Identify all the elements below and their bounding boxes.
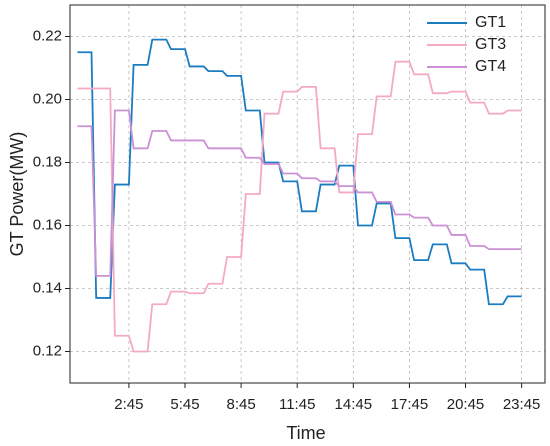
x-tick-label: 23:45	[503, 396, 541, 413]
plot-frame	[69, 4, 546, 384]
x-tick-label: 20:45	[447, 396, 485, 413]
series-line	[77, 60, 522, 353]
y-axis-label: GT Power(MW)	[7, 132, 27, 257]
y-tick-label: 0.20	[33, 90, 62, 107]
x-axis-label: Time	[286, 423, 325, 443]
y-tick-label: 0.14	[33, 279, 62, 296]
x-tick-label: 11:45	[279, 396, 315, 413]
x-tick-label: 8:45	[227, 396, 256, 413]
legend-label: GT4	[475, 58, 506, 75]
y-tick-label: 0.12	[33, 342, 62, 359]
x-tick-label: 17:45	[391, 396, 429, 413]
legend-label: GT1	[475, 14, 506, 31]
legend-label: GT3	[475, 36, 506, 53]
y-tick-label: 0.22	[33, 27, 62, 44]
series-line	[77, 38, 522, 306]
x-tick-label: 2:45	[114, 396, 143, 413]
x-tick-label: 14:45	[335, 396, 373, 413]
y-tick-label: 0.18	[33, 153, 62, 170]
y-tick-label: 0.16	[33, 216, 62, 233]
series-line	[77, 109, 522, 277]
x-tick-label: 5:45	[170, 396, 199, 413]
